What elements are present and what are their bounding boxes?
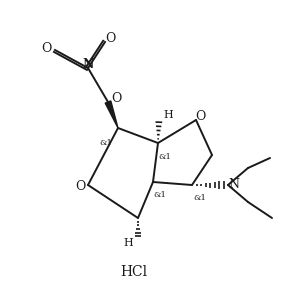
Text: &1: &1 bbox=[194, 194, 206, 202]
Text: O: O bbox=[195, 110, 205, 122]
Text: N: N bbox=[82, 59, 94, 71]
Text: O: O bbox=[75, 180, 85, 193]
Text: &1: &1 bbox=[159, 153, 171, 161]
Text: O: O bbox=[111, 91, 121, 105]
Polygon shape bbox=[105, 101, 118, 128]
Text: H: H bbox=[123, 238, 133, 248]
Text: &1: &1 bbox=[153, 191, 166, 199]
Text: H: H bbox=[163, 110, 173, 120]
Text: O: O bbox=[105, 32, 115, 45]
Text: &1: &1 bbox=[100, 139, 112, 147]
Text: HCl: HCl bbox=[121, 265, 148, 279]
Text: O: O bbox=[41, 42, 51, 54]
Text: N: N bbox=[229, 178, 240, 190]
